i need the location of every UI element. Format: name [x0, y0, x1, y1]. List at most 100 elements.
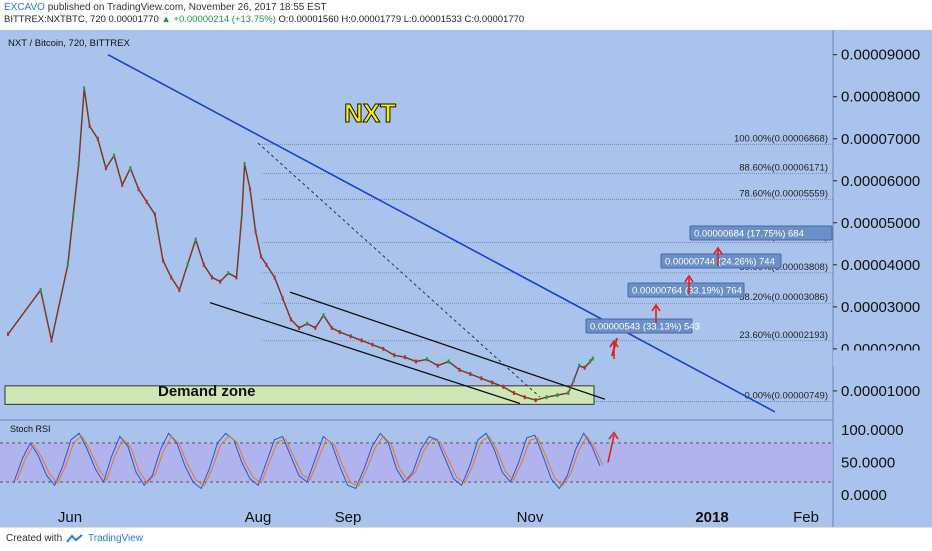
price-candle — [589, 359, 592, 364]
price-candle — [338, 330, 341, 335]
price-line — [7, 88, 594, 401]
price-candle — [360, 338, 363, 343]
fib-level-label: 0.00%(0.00000749) — [745, 390, 828, 401]
price-candle — [7, 332, 9, 337]
time-tick-label: 2018 — [695, 509, 728, 526]
publish-info: EXCAVO published on TradingView.com, Nov… — [4, 2, 327, 13]
target-box — [585, 318, 693, 334]
price-candle — [306, 321, 309, 326]
price-candle — [129, 166, 132, 171]
price-candle — [393, 353, 396, 358]
price-candle — [502, 384, 505, 389]
time-tick-label: Aug — [245, 509, 272, 526]
channel-upper-line — [289, 291, 606, 400]
price-candle — [567, 390, 570, 395]
price-candle — [425, 357, 428, 362]
price-axis: 0.00009000 0.00008000 0.00007000 0.00006000… — [0, 30, 932, 527]
price-tick-label: 0.00008000 — [841, 89, 920, 106]
price-candle — [534, 398, 537, 403]
chart-title: NXT / Bitcoin, 720, BITTREX — [8, 38, 130, 49]
breakout-arrow-shaft — [611, 337, 618, 357]
price-chart-svg[interactable]: 100.00%(0.00006868) 88.60%(0.00006171) 78.… — [0, 30, 932, 527]
fib-level-label: 88.60%(0.00006171) — [739, 163, 828, 174]
price-candle — [371, 342, 374, 347]
chart-area[interactable]: 100.00%(0.00006868) 88.60%(0.00006171) 78.… — [0, 30, 932, 527]
price-candle — [50, 338, 53, 343]
price-candle — [219, 279, 222, 284]
price-candle — [436, 363, 439, 368]
publish-header: EXCAVO published on TradingView.com, Nov… — [0, 0, 932, 30]
target-arrow-head — [609, 339, 619, 348]
fib-level-label: 50.00%(0.00003808) — [739, 262, 828, 273]
symbol-line: BITTREX:NXTBTC, 720 — [4, 14, 106, 25]
price-candle — [211, 275, 213, 280]
price-tick-label: 0.00001000 — [841, 383, 920, 400]
price-candle — [194, 237, 197, 242]
price-candle — [145, 199, 148, 204]
tradingview-logo-icon — [66, 534, 83, 543]
target-box — [660, 253, 782, 269]
price-candle — [480, 376, 483, 381]
price-candle — [289, 317, 292, 322]
target-box — [689, 225, 833, 241]
target-label: 0.00000543 (33.13%) 543 — [590, 322, 700, 333]
price-candle — [235, 275, 238, 280]
price-candle — [39, 288, 42, 293]
price-candle — [162, 258, 165, 263]
price-candle — [382, 346, 385, 351]
stoch-rsi-label: Stoch RSI — [10, 424, 51, 434]
stoch-tick-label: 0.0000 — [841, 487, 887, 504]
price-candle — [113, 153, 116, 158]
price-tick-label: 0.00007000 — [841, 131, 920, 148]
price-candle — [178, 288, 181, 293]
channel-lower-line — [209, 302, 521, 405]
price-candle — [254, 229, 257, 234]
price-candle — [121, 182, 124, 187]
price-candle — [186, 262, 189, 267]
nxt-big-label: NXT — [344, 98, 396, 128]
price-candle — [578, 363, 581, 368]
price-candle — [227, 271, 230, 276]
price-candle — [330, 325, 333, 330]
price-candle — [491, 380, 494, 385]
current-price-tag-bg — [833, 350, 932, 367]
target-label: 0.00000684 (17.75%) 684 — [694, 229, 804, 240]
symbol-info: BITTREX:NXTBTC, 720 0.00001770 ▲ +0.0000… — [4, 14, 524, 25]
stoch-arrow-shaft — [607, 435, 615, 463]
price-tick-label: 0.00005000 — [841, 215, 920, 232]
price-candle — [415, 359, 417, 364]
ohlc-values: O:0.00001560 H:0.00001779 L:0.00001533 C… — [278, 14, 525, 25]
price-axis-bg — [833, 30, 932, 527]
price-candle — [404, 355, 407, 360]
author-name[interactable]: EXCAVO — [4, 2, 45, 13]
stoch-d-line — [16, 435, 604, 487]
stoch-rsi-panel: Stoch RSI 100.0000 50.0000 0.0000 — [0, 422, 904, 504]
price-tick-label: 0.00006000 — [841, 173, 920, 190]
trendlines — [4, 54, 776, 413]
target-labels: 0.00000543 (33.13%) 543 0.00000764 (33.19… — [585, 225, 833, 359]
price-candle — [72, 212, 75, 217]
price-candle — [349, 334, 352, 339]
stoch-k-line — [13, 432, 601, 490]
dashed-trendline — [257, 142, 541, 398]
price-candle — [591, 356, 594, 361]
price-candle — [153, 212, 156, 217]
price-candle — [66, 262, 69, 267]
main-downtrend-line — [107, 54, 776, 413]
price-candle — [281, 296, 284, 301]
time-tick-label: Nov — [517, 509, 544, 526]
tradingview-brand[interactable]: TradingView — [88, 533, 144, 544]
time-tick-label: Jun — [58, 509, 82, 526]
price-candle — [298, 325, 301, 330]
price-candle — [512, 390, 515, 395]
target-arrow-head — [713, 246, 723, 255]
price-tick-label: 0.00003000 — [841, 299, 920, 316]
price-candle — [265, 262, 268, 267]
price-candle — [572, 378, 575, 383]
fib-level-label: 78.60%(0.00005559) — [739, 188, 828, 199]
time-tick-label: Feb — [793, 509, 819, 526]
price-series — [7, 86, 594, 403]
fib-level-label: 38.20%(0.00003086) — [739, 292, 828, 303]
price-candle — [77, 161, 80, 166]
price-candle — [249, 187, 252, 192]
